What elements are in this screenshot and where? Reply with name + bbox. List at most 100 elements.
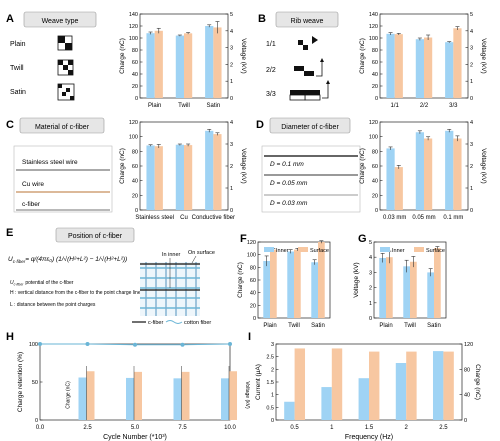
bar-f-s1-2 — [318, 242, 325, 318]
x-tick-label: Twill — [178, 103, 190, 109]
bar-d-s0-1 — [415, 132, 424, 210]
legend-label: Surface — [310, 248, 329, 254]
bar-i-s1-4 — [443, 351, 454, 420]
y2-tick-label: 80 — [464, 367, 470, 373]
bar-f-s1-0 — [270, 249, 277, 318]
y-tick-label: 60 — [372, 164, 378, 170]
panel-i-chart: I 0.5 1 1.5 2 2.5 0 0.5 1 1.5 2 2.5 3 Current (μA) 0 40… — [248, 331, 481, 441]
inset-bar-voltage — [229, 371, 237, 420]
panel-a-schematic: A Weave type Plain Twill Satin — [6, 11, 97, 101]
x-axis-label: Cycle Number (*10³) — [103, 434, 167, 441]
panel-e-letter: E — [6, 227, 13, 239]
y-tick-label: 2 — [369, 286, 372, 292]
inset-bar-charge — [173, 378, 182, 420]
panel-a-item-2: Twill — [10, 65, 24, 72]
panel-c-frame — [13, 145, 113, 213]
bar-d-s0-0 — [386, 148, 395, 210]
y-tick-label: 0 — [375, 208, 378, 214]
y-tick-label: 140 — [129, 12, 138, 18]
legend-swatch — [298, 247, 308, 252]
y-tick-label: 2.5 — [266, 355, 274, 361]
y-tick-label: 80 — [132, 48, 138, 54]
satin-weave-pattern — [57, 83, 75, 101]
x-tick-label: 7.5 — [178, 425, 187, 431]
y-tick-label: 0 — [271, 418, 274, 424]
bar-i-s0-3 — [395, 363, 407, 420]
y-axis-label: Charge (nC) — [359, 38, 366, 74]
x-tick-label: Satin — [427, 323, 441, 329]
y-tick-label: 40 — [132, 72, 138, 78]
y-tick-label: 3 — [369, 270, 372, 276]
x-tick-label: 0.05 mm — [412, 215, 435, 221]
x-tick-label: Twill — [288, 323, 300, 329]
y2-tick-label: 5 — [470, 12, 473, 18]
bar-f-s0-0 — [263, 261, 270, 318]
bar-g-s1-2 — [434, 248, 441, 318]
inset-bar-voltage — [181, 371, 190, 420]
bar-a-s1-1 — [184, 33, 193, 98]
panel-b-item-2: 2/2 — [266, 67, 276, 74]
bar-f-s0-2 — [311, 262, 318, 318]
bar-g-s0-0 — [379, 257, 386, 318]
y2-axis-label: Voltage (kV) — [240, 148, 247, 183]
legend-swatch — [380, 247, 390, 252]
bar-b-s1-1 — [424, 37, 433, 98]
y-tick-label: 100 — [129, 36, 138, 42]
panel-c-item-1: Stainless steel wire — [22, 159, 78, 166]
y2-tick-label: 5 — [230, 12, 233, 18]
bar-f-s1-1 — [294, 249, 301, 318]
y-tick-label: 20 — [132, 84, 138, 90]
panel-b-item-3: 3/3 — [266, 91, 276, 98]
legend-label: Inner — [276, 248, 289, 254]
y-tick-label: 1 — [271, 393, 274, 399]
bar-i-s0-4 — [432, 351, 444, 420]
y-tick-label: 50 — [32, 380, 38, 386]
y-axis-label: Voltage (kV) — [353, 262, 360, 297]
y2-tick-label: 2 — [470, 62, 473, 68]
y2-tick-label: 0 — [230, 208, 233, 214]
y-axis-label: Charge (nC) — [119, 38, 126, 74]
y-tick-label: 1 — [369, 301, 372, 307]
panel-c-chart: Stainless steel Cu Conductive fiber0204060… — [119, 120, 247, 221]
x-tick-label: 0.03 mm — [383, 215, 406, 221]
bar-i-s1-2 — [369, 351, 380, 420]
bar-g-s1-1 — [410, 261, 417, 318]
legend-swatch — [264, 247, 274, 252]
panel-c-item-2: Cu wire — [22, 181, 44, 188]
y2-tick-label: 4 — [230, 120, 233, 126]
x-tick-label: 1.5 — [365, 425, 374, 431]
panel-e-key-cfiber: c-fiber — [148, 320, 163, 326]
y-axis-label: Charge retention (%) — [17, 352, 24, 412]
x-tick-label: 0.5 — [290, 425, 299, 431]
bar-i-s1-0 — [294, 348, 306, 420]
y-tick-label: 60 — [132, 164, 138, 170]
twill-weave-pattern — [57, 59, 74, 76]
inset-bar-voltage — [134, 371, 142, 420]
y-tick-label: 40 — [372, 72, 378, 78]
y2-tick-label: 3 — [230, 46, 233, 52]
inset-bar-voltage — [86, 371, 95, 420]
y2-tick-label: 0 — [230, 96, 233, 102]
y-tick-label: 80 — [250, 265, 256, 271]
x-tick-label: 3/3 — [449, 103, 458, 109]
panel-d-item-1: D = 0.1 mm — [270, 161, 304, 168]
rib-1-1-pattern — [298, 36, 318, 50]
x-tick-label: Cu — [180, 215, 188, 221]
rib-2-2-pattern — [294, 58, 324, 77]
legend-label: Surface — [426, 248, 445, 254]
x-tick-label: 2.5 — [83, 425, 92, 431]
bar-b-s1-0 — [394, 34, 403, 98]
panel-h-letter: H — [6, 331, 14, 343]
y2-axis-label: Voltage (kV) — [480, 38, 487, 73]
y-tick-label: 120 — [369, 120, 378, 126]
bar-b-s0-2 — [445, 42, 454, 98]
y2-tick-label: 3 — [230, 142, 233, 148]
y-tick-label: 0.5 — [266, 405, 274, 411]
x-tick-label: Conductive fiber — [192, 215, 235, 221]
panel-a-box-label: Weave type — [42, 18, 79, 25]
panel-d-item-3: D = 0.03 mm — [270, 200, 308, 207]
y-tick-label: 80 — [372, 48, 378, 54]
panel-d-letter: D — [256, 119, 264, 131]
x-axis-label: Frequency (Hz) — [345, 434, 393, 441]
